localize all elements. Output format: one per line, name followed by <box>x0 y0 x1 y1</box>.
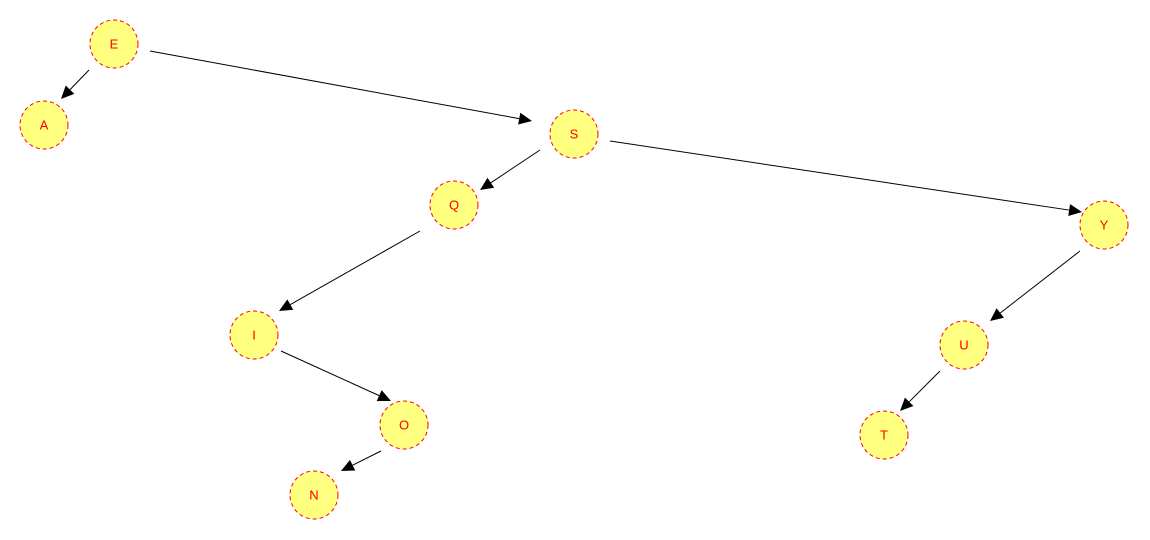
edge-e-s <box>149 50 532 125</box>
node-circle <box>939 320 989 370</box>
node-circle <box>859 410 909 460</box>
tree-node-s: S <box>549 109 599 159</box>
node-label: U <box>959 338 968 353</box>
node-circle <box>379 400 429 450</box>
arrowhead-icon <box>480 177 495 190</box>
nodes-layer: E A S Q Y I U O T N <box>19 19 1129 520</box>
edge-o-n <box>341 450 382 471</box>
edge-line <box>149 50 520 120</box>
node-circle <box>289 470 339 520</box>
edge-u-t <box>900 370 941 411</box>
node-label: E <box>110 37 119 52</box>
node-label: T <box>880 428 888 443</box>
node-label: O <box>399 418 409 433</box>
edge-s-y <box>609 140 1082 216</box>
node-label: S <box>570 127 579 142</box>
node-circle <box>549 109 599 159</box>
tree-node-u: U <box>939 320 989 370</box>
edges-layer <box>61 50 1082 471</box>
tree-node-e: E <box>89 19 139 69</box>
edge-line <box>490 149 541 184</box>
node-label: Y <box>1100 218 1109 233</box>
edge-line <box>609 140 1070 211</box>
edge-line <box>280 350 380 397</box>
node-label: I <box>252 328 256 343</box>
node-label: Q <box>449 198 459 213</box>
node-label: A <box>40 118 49 133</box>
arrowhead-icon <box>900 397 914 411</box>
node-circle <box>89 19 139 69</box>
arrowhead-icon <box>376 390 391 402</box>
node-circle <box>429 180 479 230</box>
tree-node-t: T <box>859 410 909 460</box>
arrowhead-icon <box>518 112 532 125</box>
edge-y-u <box>990 250 1081 321</box>
edge-q-i <box>279 230 421 311</box>
arrowhead-icon <box>279 299 294 311</box>
edge-i-o <box>280 350 391 402</box>
arrowhead-icon <box>341 459 356 471</box>
edge-line <box>290 230 421 306</box>
arrowhead-icon <box>990 308 1004 321</box>
tree-node-i: I <box>229 310 279 360</box>
edge-line <box>908 370 941 403</box>
tree-node-a: A <box>19 100 69 150</box>
arrowhead-icon <box>61 85 75 99</box>
tree-node-o: O <box>379 400 429 450</box>
edge-line <box>69 69 90 90</box>
tree-node-y: Y <box>1079 200 1129 250</box>
tree-node-n: N <box>289 470 339 520</box>
arrowhead-icon <box>1068 204 1082 216</box>
node-circle <box>1079 200 1129 250</box>
tree-node-q: Q <box>429 180 479 230</box>
edge-e-a <box>61 69 90 99</box>
edge-line <box>352 450 382 466</box>
edge-s-q <box>480 149 541 190</box>
node-circle <box>19 100 69 150</box>
node-circle <box>229 310 279 360</box>
edge-line <box>999 250 1081 314</box>
node-label: N <box>309 488 318 503</box>
